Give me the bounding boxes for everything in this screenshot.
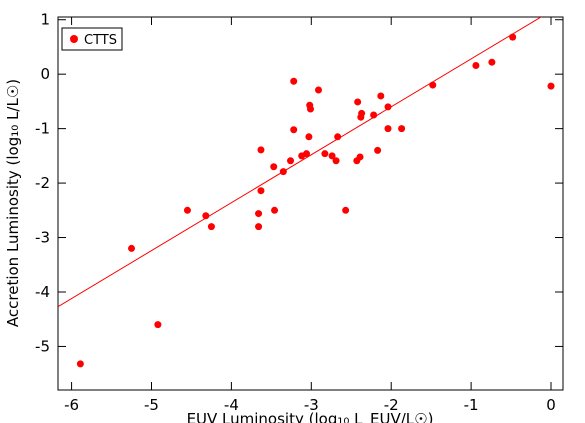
point: [154, 321, 162, 329]
point: [271, 206, 279, 214]
point: [354, 98, 362, 106]
point: [202, 212, 210, 220]
x-axis-label: EUV Luminosity (log₁₀ L_EUV/L☉): [187, 410, 434, 423]
x-tick-label: -2: [384, 396, 399, 414]
point: [429, 81, 437, 89]
point: [207, 223, 215, 231]
y-tick-label: -2: [35, 174, 50, 192]
legend-marker: [70, 35, 78, 43]
x-tick-label: -4: [224, 396, 239, 414]
fit-line: [58, 17, 542, 308]
y-tick-label: -1: [35, 120, 50, 138]
plot-area: [58, 17, 555, 368]
point: [370, 111, 378, 119]
y-tick-label: 1: [40, 11, 50, 29]
point: [290, 126, 298, 134]
point: [314, 86, 322, 94]
point: [509, 33, 517, 41]
point: [342, 206, 350, 214]
x-tick-label: -1: [464, 396, 479, 414]
plot-frame: [57, 16, 564, 391]
x-tick-label: 0: [546, 396, 556, 414]
point: [377, 92, 385, 100]
point: [305, 133, 313, 141]
point: [290, 77, 298, 85]
y-tick-label: -5: [35, 337, 50, 355]
point: [279, 168, 287, 176]
point: [384, 103, 392, 111]
point: [547, 82, 555, 90]
y-tick-label: -4: [35, 283, 50, 301]
point: [128, 244, 136, 252]
point: [298, 152, 306, 160]
y-axis-label: Accretion Luminosity (log₁₀ L/L☉): [4, 79, 22, 327]
point: [257, 187, 265, 195]
point: [357, 113, 365, 121]
legend-label: CTTS: [84, 33, 117, 48]
point: [321, 150, 329, 158]
point: [334, 133, 342, 141]
point: [183, 206, 191, 214]
x-tick-label: -3: [304, 396, 319, 414]
y-tick-label: -3: [35, 229, 50, 247]
y-tick-label: 0: [40, 65, 50, 83]
point: [307, 105, 314, 113]
x-tick-label: -5: [144, 396, 159, 414]
point: [374, 146, 382, 154]
point: [472, 61, 480, 69]
point: [384, 125, 392, 133]
point: [353, 157, 361, 165]
point: [398, 125, 406, 133]
point: [332, 157, 340, 165]
point: [270, 163, 278, 171]
point: [488, 58, 496, 66]
legend: CTTS: [61, 27, 123, 51]
point: [255, 223, 263, 231]
point: [328, 152, 336, 160]
point: [255, 210, 263, 218]
x-tick-label: -6: [64, 396, 79, 414]
point: [257, 146, 265, 154]
point: [287, 157, 295, 165]
point: [76, 360, 84, 368]
legend-box: [61, 27, 123, 51]
